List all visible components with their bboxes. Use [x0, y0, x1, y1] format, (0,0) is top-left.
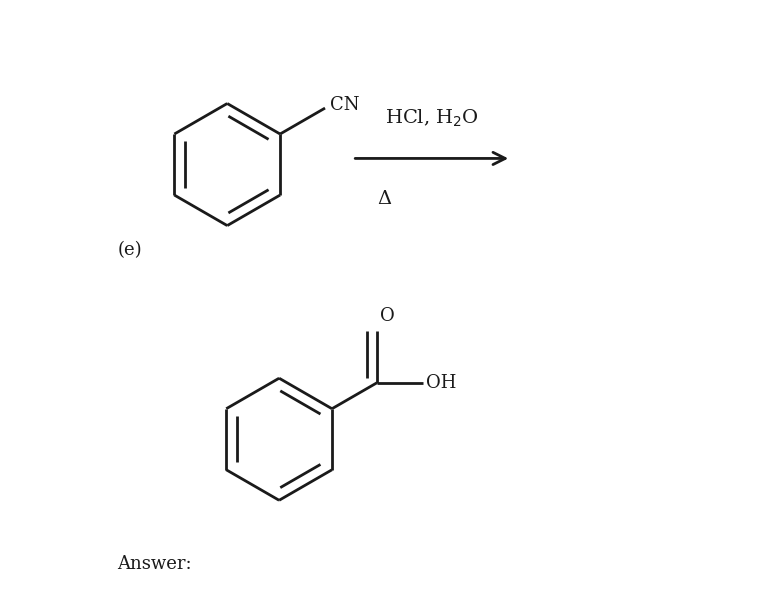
Text: Δ: Δ	[377, 190, 391, 208]
Text: CN: CN	[330, 96, 359, 114]
Text: OH: OH	[426, 374, 456, 392]
Text: HCl, H$_2$O: HCl, H$_2$O	[385, 108, 478, 129]
Text: (e): (e)	[117, 241, 142, 259]
Text: Answer:: Answer:	[117, 555, 192, 573]
Text: O: O	[380, 307, 394, 325]
